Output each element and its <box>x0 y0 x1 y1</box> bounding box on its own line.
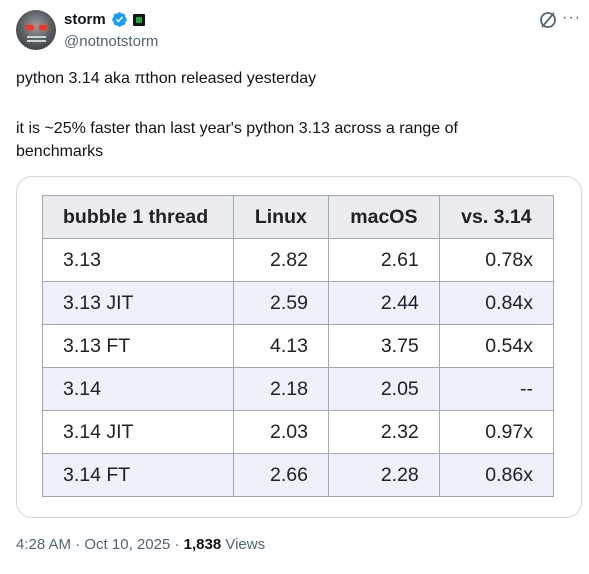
table-cell: 3.14 JIT <box>42 410 234 454</box>
table-row: 3.13 2.82 2.61 0.78x <box>42 238 555 282</box>
avatar-eye-right <box>39 25 47 30</box>
post-date[interactable]: Oct 10, 2025 <box>84 536 171 553</box>
benchmark-table: bubble 1 thread Linux macOS vs. 3.14 3.1… <box>42 195 555 497</box>
table-header-row: bubble 1 thread Linux macOS vs. 3.14 <box>42 195 555 239</box>
tweet-text-line-2: it is ~25% faster than last year's pytho… <box>16 120 458 137</box>
meta-separator: · <box>170 536 184 553</box>
table-row: 3.14 2.18 2.05 -- <box>42 367 555 411</box>
table-header-cell: Linux <box>232 195 329 239</box>
table-row: 3.14 FT 2.66 2.28 0.86x <box>42 453 555 497</box>
table-cell: 2.59 <box>232 281 329 325</box>
table-header-cell: bubble 1 thread <box>42 195 234 239</box>
table-cell: 3.13 FT <box>42 324 234 368</box>
table-cell: 2.44 <box>327 281 440 325</box>
avatar-jaw <box>27 36 46 42</box>
avatar[interactable] <box>16 10 56 50</box>
table-cell: 2.03 <box>232 410 329 454</box>
views-label: Views <box>221 536 266 553</box>
post-time[interactable]: 4:28 AM <box>16 536 72 553</box>
table-cell: 2.32 <box>327 410 440 454</box>
author-handle[interactable]: @notnotstorm <box>64 33 159 50</box>
table-cell: 2.28 <box>327 453 440 497</box>
table-cell: 2.82 <box>232 238 329 282</box>
slash-circle-icon[interactable] <box>538 10 558 30</box>
table-cell: 4.13 <box>232 324 329 368</box>
table-cell: 2.05 <box>327 367 440 411</box>
square-badge-icon <box>132 13 145 26</box>
display-name[interactable]: storm <box>64 11 106 28</box>
table-cell: 3.14 FT <box>42 453 234 497</box>
table-cell: 0.86x <box>438 453 555 497</box>
table-row: 3.14 JIT 2.03 2.32 0.97x <box>42 410 555 454</box>
tweet-text-line-3: benchmarks <box>16 143 104 160</box>
table-row: 3.13 FT 4.13 3.75 0.54x <box>42 324 555 368</box>
table-cell: 3.75 <box>327 324 440 368</box>
table-cell: 2.61 <box>327 238 440 282</box>
table-cell: 2.18 <box>232 367 329 411</box>
table-cell: 0.84x <box>438 281 555 325</box>
tweet-meta: 4:28 AM · Oct 10, 2025 · 1,838 Views <box>16 536 265 553</box>
avatar-eye-left <box>26 25 34 30</box>
table-cell: 0.54x <box>438 324 555 368</box>
table-cell: 3.13 JIT <box>42 281 234 325</box>
more-dots-icon[interactable]: ··· <box>562 9 581 26</box>
table-header-cell: vs. 3.14 <box>438 195 555 239</box>
media-card[interactable] <box>16 176 582 518</box>
table-cell: 0.78x <box>438 238 555 282</box>
views-count[interactable]: 1,838 <box>183 536 222 553</box>
table-cell: -- <box>438 367 555 411</box>
tweet-text-line-1: python 3.14 aka πthon released yesterday <box>16 70 317 87</box>
table-header-cell: macOS <box>327 195 440 239</box>
table-cell: 0.97x <box>438 410 555 454</box>
table-cell: 3.14 <box>42 367 234 411</box>
table-cell: 2.66 <box>232 453 329 497</box>
table-row: 3.13 JIT 2.59 2.44 0.84x <box>42 281 555 325</box>
table-cell: 3.13 <box>42 238 234 282</box>
meta-separator: · <box>71 536 85 553</box>
verified-badge-icon <box>111 12 127 27</box>
author-name-row: storm <box>64 11 145 28</box>
